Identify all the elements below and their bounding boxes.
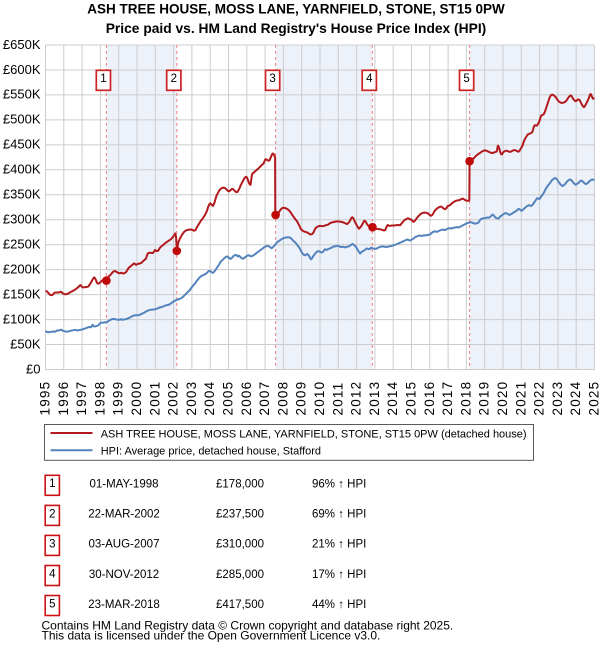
- svg-text:1999: 1999: [111, 381, 126, 416]
- svg-text:69% ↑ HPI: 69% ↑ HPI: [312, 509, 366, 521]
- svg-text:£250K: £250K: [3, 237, 41, 252]
- svg-text:2015: 2015: [404, 381, 419, 416]
- svg-text:£500K: £500K: [3, 112, 41, 127]
- svg-text:1: 1: [100, 73, 106, 85]
- svg-text:1996: 1996: [56, 381, 71, 416]
- svg-text:£285,000: £285,000: [216, 569, 264, 581]
- svg-text:2004: 2004: [202, 381, 217, 416]
- svg-text:£200K: £200K: [3, 262, 41, 277]
- svg-text:£150K: £150K: [3, 286, 41, 301]
- svg-text:2002: 2002: [166, 381, 181, 416]
- svg-text:2: 2: [171, 73, 177, 85]
- svg-text:Price paid vs. HM Land Registr: Price paid vs. HM Land Registry's House …: [106, 21, 487, 36]
- svg-text:£0: £0: [26, 361, 40, 376]
- svg-text:2022: 2022: [532, 381, 547, 416]
- svg-text:£350K: £350K: [3, 187, 41, 202]
- svg-text:2006: 2006: [239, 381, 254, 416]
- svg-text:ASH TREE HOUSE, MOSS LANE, YAR: ASH TREE HOUSE, MOSS LANE, YARNFIELD, ST…: [101, 428, 527, 440]
- svg-text:2019: 2019: [477, 381, 492, 416]
- svg-text:4: 4: [366, 73, 373, 85]
- svg-text:2005: 2005: [221, 381, 236, 416]
- svg-text:2024: 2024: [568, 381, 583, 416]
- svg-text:44% ↑ HPI: 44% ↑ HPI: [312, 599, 366, 611]
- svg-text:2020: 2020: [495, 381, 510, 416]
- svg-text:2018: 2018: [458, 381, 473, 416]
- svg-text:30-NOV-2012: 30-NOV-2012: [89, 569, 159, 581]
- svg-text:2: 2: [49, 508, 55, 520]
- svg-text:5: 5: [463, 73, 469, 85]
- svg-text:01-MAY-1998: 01-MAY-1998: [89, 479, 158, 491]
- svg-text:£237,500: £237,500: [216, 509, 264, 521]
- svg-text:2014: 2014: [385, 381, 400, 416]
- svg-text:3: 3: [49, 538, 55, 550]
- svg-text:£178,000: £178,000: [216, 479, 264, 491]
- svg-text:2001: 2001: [147, 381, 162, 416]
- svg-text:£50K: £50K: [10, 336, 41, 351]
- svg-text:2010: 2010: [312, 381, 327, 416]
- svg-text:2013: 2013: [367, 381, 382, 416]
- svg-text:1995: 1995: [38, 381, 53, 416]
- svg-text:£310,000: £310,000: [216, 539, 264, 551]
- svg-text:2011: 2011: [330, 382, 345, 416]
- svg-text:2003: 2003: [184, 381, 199, 416]
- svg-text:21% ↑ HPI: 21% ↑ HPI: [312, 539, 366, 551]
- svg-text:2009: 2009: [294, 381, 309, 416]
- svg-text:5: 5: [49, 598, 55, 610]
- svg-text:£550K: £550K: [3, 87, 41, 102]
- svg-text:£100K: £100K: [3, 311, 41, 326]
- svg-text:2012: 2012: [349, 381, 364, 416]
- svg-text:1997: 1997: [74, 381, 89, 416]
- svg-text:96% ↑ HPI: 96% ↑ HPI: [312, 479, 366, 491]
- svg-text:03-AUG-2007: 03-AUG-2007: [89, 539, 160, 551]
- svg-text:2017: 2017: [440, 381, 455, 416]
- svg-text:2007: 2007: [257, 381, 272, 416]
- svg-text:2008: 2008: [275, 381, 290, 416]
- svg-text:£650K: £650K: [3, 37, 41, 52]
- svg-text:4: 4: [49, 568, 56, 580]
- svg-text:3: 3: [269, 73, 275, 85]
- svg-text:£600K: £600K: [3, 62, 41, 77]
- svg-text:£417,500: £417,500: [216, 599, 264, 611]
- svg-text:2000: 2000: [129, 381, 144, 416]
- svg-text:2025: 2025: [587, 381, 600, 416]
- svg-text:22-MAR-2002: 22-MAR-2002: [88, 509, 160, 521]
- svg-text:HPI: Average price, detached h: HPI: Average price, detached house, Staf…: [101, 445, 321, 457]
- svg-text:£450K: £450K: [3, 137, 41, 152]
- svg-text:ASH TREE HOUSE, MOSS LANE, YAR: ASH TREE HOUSE, MOSS LANE, YARNFIELD, ST…: [87, 1, 505, 16]
- svg-text:23-MAR-2018: 23-MAR-2018: [88, 599, 160, 611]
- svg-text:1: 1: [49, 478, 55, 490]
- svg-text:1998: 1998: [92, 381, 107, 416]
- svg-text:Contains HM Land Registry data: Contains HM Land Registry data © Crown c…: [42, 619, 454, 633]
- svg-text:2016: 2016: [422, 381, 437, 416]
- svg-text:£300K: £300K: [3, 212, 41, 227]
- svg-text:17% ↑ HPI: 17% ↑ HPI: [312, 569, 366, 581]
- svg-text:£400K: £400K: [3, 162, 41, 177]
- svg-text:2023: 2023: [550, 381, 565, 416]
- svg-text:2021: 2021: [513, 381, 528, 416]
- svg-text:This data is licensed under th: This data is licensed under the Open Gov…: [42, 629, 381, 643]
